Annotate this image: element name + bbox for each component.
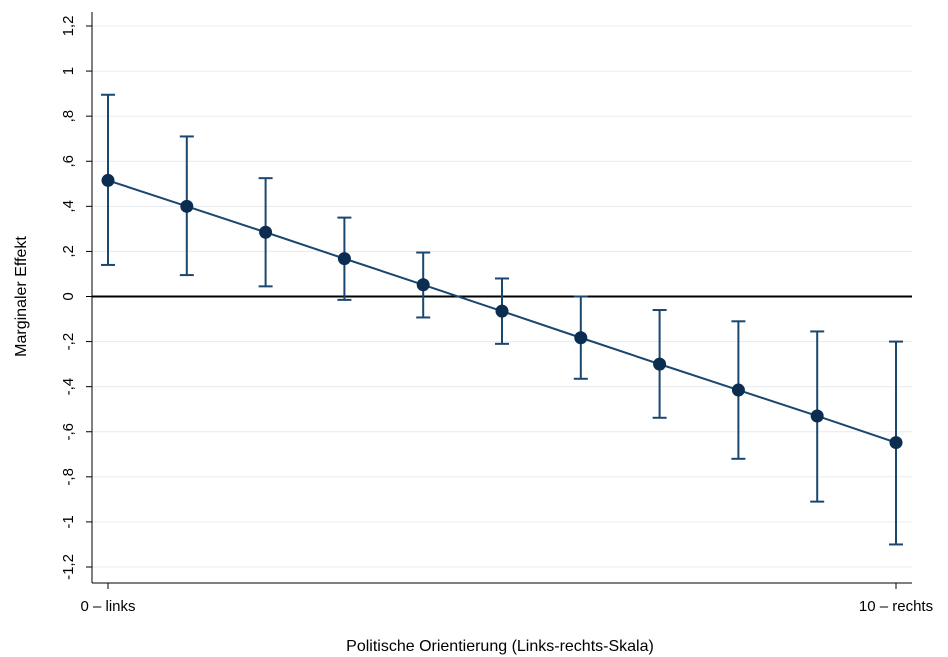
x-tick-label: 10 – rechts xyxy=(859,598,933,615)
y-tick-label: -,8 xyxy=(60,468,77,486)
data-point xyxy=(101,173,115,187)
data-point xyxy=(810,409,824,423)
y-tick-label: ,8 xyxy=(60,110,77,123)
axis-labels: 1,2 1 ,8 ,6 ,4 ,2 0 -,2 -,4 -,6 -,8 -1 -1,2 0 – links… xyxy=(13,16,933,655)
data-points xyxy=(101,173,903,450)
y-tick-label: -,2 xyxy=(60,333,77,351)
data-point xyxy=(653,357,667,371)
data-point xyxy=(731,383,745,397)
gridlines xyxy=(92,25,912,568)
y-tick-label: ,4 xyxy=(60,200,77,213)
data-point xyxy=(889,436,903,450)
data-point xyxy=(416,278,430,292)
y-tick-label: ,2 xyxy=(60,245,77,258)
data-point xyxy=(574,331,588,345)
data-point xyxy=(259,225,273,239)
data-point xyxy=(180,199,194,213)
x-tick-label: 0 – links xyxy=(80,598,135,615)
y-tick-label: 1,2 xyxy=(60,16,77,37)
y-axis-title: Marginaler Effekt xyxy=(13,236,30,357)
y-tick-label: -,4 xyxy=(60,378,77,396)
y-tick-label: -1,2 xyxy=(60,554,77,580)
axes xyxy=(86,12,912,589)
data-point xyxy=(337,252,351,266)
data-point xyxy=(495,304,509,318)
y-tick-label: 0 xyxy=(60,292,77,300)
y-tick-label: ,6 xyxy=(60,155,77,168)
y-tick-label: -1 xyxy=(60,515,77,528)
x-axis-title: Politische Orientierung (Links-rechts-Sk… xyxy=(346,638,654,655)
y-tick-label: -,6 xyxy=(60,423,77,441)
y-tick-label: 1 xyxy=(60,67,77,75)
